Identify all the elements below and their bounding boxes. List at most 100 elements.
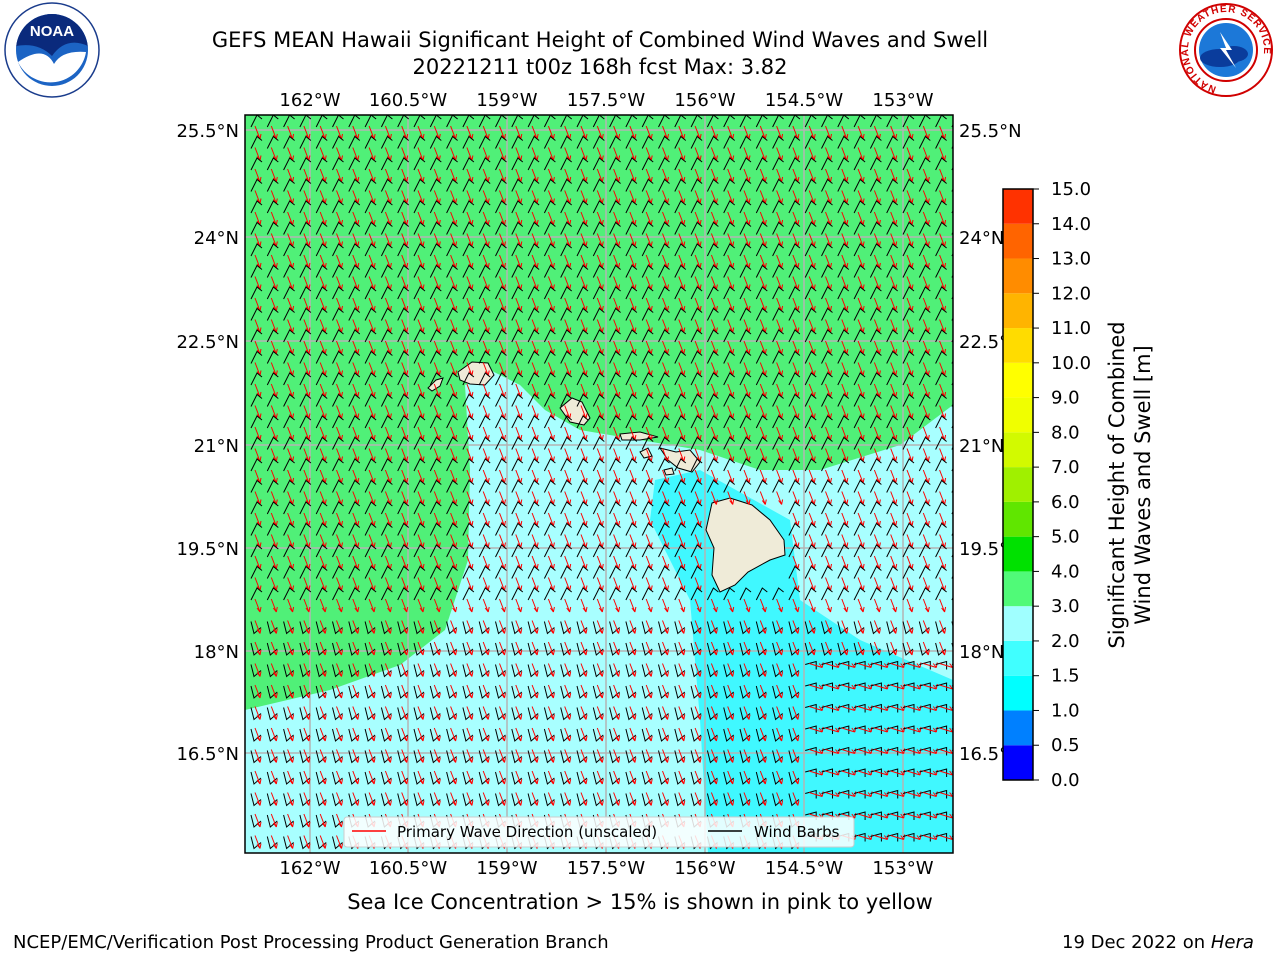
wind-barb [266,372,279,386]
wind-barb [429,307,442,321]
wind-barb [283,458,295,472]
wind-barb [576,372,589,386]
wind-barb [446,307,458,321]
lon-tick-label-bottom: 159°W [476,858,537,879]
wind-barb [462,587,475,601]
wind-barb [788,157,801,171]
wind-barb [266,264,279,278]
wind-barb [478,243,491,257]
wave-direction-arrow [384,620,392,634]
wind-barb [772,479,784,493]
wind-barb [886,703,899,713]
wind-barb [462,286,475,300]
wind-barb [266,436,279,450]
wind-barb [674,544,687,558]
wind-barb [364,243,377,257]
lon-tick-label-top: 153°W [872,90,933,111]
wave-direction-arrow [336,835,343,849]
wind-barb [543,415,556,429]
wind-barb [299,522,312,536]
wind-barb [658,501,670,515]
wave-direction-arrow [499,598,506,613]
wind-barb [886,458,899,472]
wind-barb [397,436,410,450]
wind-barb [364,178,377,192]
wave-direction-arrow [710,792,718,806]
wave-direction-arrow [580,727,588,742]
wind-barb [315,544,328,558]
wave-direction-arrow [662,792,669,806]
wind-barb [315,415,328,429]
wind-barb [869,458,882,472]
wind-barb [772,415,784,429]
wind-barb [788,436,801,450]
wave-direction-arrow [890,812,906,819]
wind-barb [609,458,621,472]
wave-direction-arrow [499,663,506,677]
wind-barb [625,329,638,343]
wave-direction-arrow [678,684,686,699]
wind-barb [397,135,410,149]
wind-barb [706,479,719,493]
wind-barb [755,178,768,192]
wave-direction-arrow [482,663,490,677]
colorbar-segment [1003,501,1033,537]
lon-tick-label-top: 160.5°W [369,90,448,111]
wave-direction-arrow [319,684,327,699]
wind-barb [870,789,882,799]
wind-barb [788,115,801,128]
wind-barb [250,565,263,579]
wind-barb [478,350,491,364]
wind-barb [576,221,589,235]
wave-direction-arrow [906,748,922,754]
wave-direction-arrow [956,406,962,419]
wind-barb [495,501,507,515]
wind-barb [821,372,833,386]
wave-direction-arrow [678,641,686,656]
wind-barb [625,200,638,214]
wave-direction-arrow [956,169,962,182]
wind-barb [918,501,931,515]
wind-barb [266,501,279,515]
wind-barb [755,200,768,214]
wind-barb [429,157,442,171]
wave-direction-arrow [710,663,718,677]
wind-barb [560,436,573,450]
wind-barb [299,350,312,364]
wave-direction-arrow [547,620,555,634]
wind-barb [332,479,344,493]
wind-barb [918,587,931,601]
wind-barb [690,307,703,321]
wave-direction-arrow [710,491,718,505]
wind-barb [869,178,882,192]
wind-barb [495,350,507,364]
wind-barb [869,115,882,128]
wave-direction-arrow [580,598,588,613]
wave-direction-arrow [303,641,311,656]
wave-direction-arrow [923,726,938,733]
wind-barb [348,479,361,493]
wave-direction-arrow [694,641,702,656]
wind-barb [886,286,899,300]
wind-barb [380,243,393,257]
wave-direction-arrow [580,749,588,763]
wind-barb [821,135,833,149]
wave-direction-arrow [352,770,360,785]
wind-barb [853,789,866,799]
wind-barb [625,587,638,601]
wind-barb [625,135,638,149]
wind-barb [315,178,328,192]
wave-direction-arrow [287,684,295,699]
wave-direction-arrow [515,770,523,785]
wave-direction-arrow [645,684,653,699]
wind-barb [902,544,915,558]
wave-direction-arrow [547,770,555,785]
wave-direction-arrow [466,706,474,720]
wind-barb [446,264,458,278]
wave-direction-arrow [923,662,938,668]
wave-direction-arrow [629,598,637,613]
wave-direction-arrow [531,620,539,634]
wind-barb [788,565,801,579]
wind-barb [853,178,866,192]
wind-barb [511,307,524,321]
